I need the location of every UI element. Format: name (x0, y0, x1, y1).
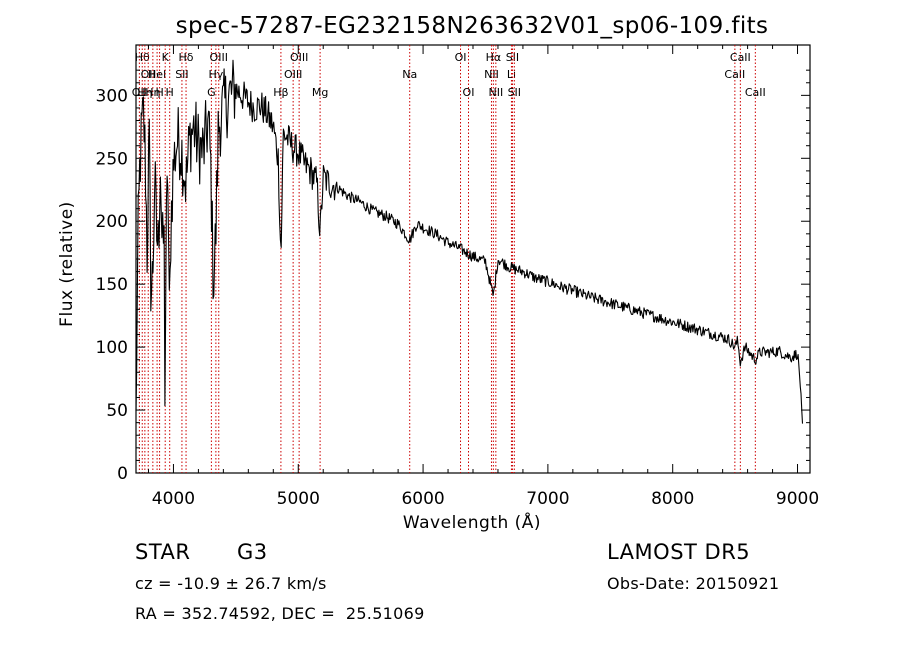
line-marker-label: G (207, 86, 216, 99)
line-marker-label: NII (488, 86, 503, 99)
line-marker-label: OIII (210, 51, 228, 64)
line-marker-label: Hδ (179, 51, 194, 64)
line-marker-label: OIII (290, 51, 308, 64)
line-marker-label: NII (484, 68, 499, 81)
line-marker-label: Hθ (135, 51, 150, 64)
line-marker-label: OI (455, 51, 467, 64)
line-marker-label: OI (463, 86, 475, 99)
line-marker-label: SII (175, 68, 188, 81)
spectrum-line (135, 59, 804, 424)
y-tick-label: 250 (96, 149, 128, 169)
line-marker-label: Na (402, 68, 417, 81)
y-tick-label: 300 (96, 86, 128, 106)
line-marker-label: Hγ (208, 68, 223, 81)
y-tick-label: 50 (106, 401, 128, 421)
line-marker-label: CaII (724, 68, 745, 81)
y-tick-label: 0 (117, 464, 128, 484)
line-marker-label: Mg (312, 86, 328, 99)
x-tick-label: 9000 (776, 489, 819, 509)
line-marker-label: CaII (745, 86, 766, 99)
spectral-line-markers: OIIHθHηOIIHηHeIHKHSIIHδGHγOIIIHβOIIIOIII… (132, 45, 766, 473)
line-marker-label: Hα (486, 51, 502, 64)
x-tick-label: 6000 (401, 489, 444, 509)
y-tick-label: 100 (96, 338, 128, 358)
line-marker-label: HeI (148, 68, 166, 81)
line-marker-label: OII (141, 68, 156, 81)
line-marker-label: Hη (145, 86, 160, 99)
x-tick-label: 7000 (526, 489, 569, 509)
line-marker-label: OIII (284, 68, 302, 81)
observation-date: Obs-Date: 20150921 (607, 574, 780, 593)
y-tick-label: 200 (96, 212, 128, 232)
line-marker-label: H (155, 86, 163, 99)
y-axis-label: Flux (relative) (57, 201, 77, 327)
line-marker-label: Li (507, 68, 516, 81)
line-marker-label: SII (508, 86, 521, 99)
line-marker-label: SII (506, 51, 519, 64)
redshift-velocity: cz = -10.9 ± 26.7 km/s (135, 574, 327, 593)
chart-title: spec-57287-EG232158N263632V01_sp06-109.f… (176, 13, 769, 39)
x-axis-label: Wavelength (Å) (403, 511, 541, 533)
y-tick-label: 150 (96, 275, 128, 295)
line-marker-label: K (162, 51, 170, 64)
line-marker-label: CaII (730, 51, 751, 64)
axis-ticks: 4000 5000 6000 7000 8000 9000 0 50 100 150 200 250 3… (96, 45, 819, 509)
line-marker-label: H (166, 86, 174, 99)
survey-name: LAMOST DR5 (607, 540, 751, 564)
sky-coordinates: RA = 352.74592, DEC = 25.51069 (135, 604, 425, 623)
x-tick-label: 5000 (277, 489, 320, 509)
x-tick-label: 4000 (152, 489, 195, 509)
x-tick-label: 8000 (651, 489, 694, 509)
spectrum-series (135, 59, 804, 424)
line-marker-label: Hβ (273, 86, 288, 99)
object-subclass: G3 (237, 540, 268, 564)
object-class: STAR (135, 540, 191, 564)
